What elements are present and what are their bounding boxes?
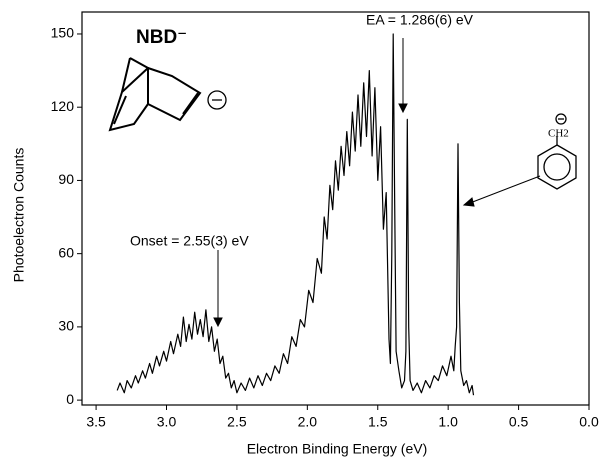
y-tick-label: 90 (58, 171, 74, 187)
annotation: Onset = 2.55(3) eV (130, 233, 249, 249)
x-tick-label: 3.5 (86, 414, 106, 430)
annotation: EA = 1.286(6) eV (366, 12, 474, 28)
spectrum-line (116, 33, 475, 396)
annotation: NBD⁻ (136, 27, 187, 48)
annotation: CH2 (548, 128, 569, 140)
arrows (213, 38, 541, 328)
x-tick-label: 0.5 (509, 414, 529, 430)
x-tick-label: 3.0 (157, 414, 177, 430)
x-tick-label: 2.5 (227, 414, 247, 430)
benzyl-structure (537, 113, 577, 190)
y-axis-label: Photoelectron Counts (11, 148, 27, 283)
x-tick-label: 1.0 (438, 414, 458, 430)
nbd-structure (108, 57, 227, 132)
x-axis-label: Electron Binding Energy (eV) (247, 441, 428, 457)
x-tick-label: 1.5 (368, 414, 388, 430)
x-tick-label: 2.0 (298, 414, 318, 430)
y-tick-label: 120 (51, 98, 75, 114)
plot-frame (81, 11, 590, 406)
y-tick-label: 60 (58, 244, 74, 260)
y-tick-label: 150 (51, 25, 75, 41)
y-tick-label: 0 (66, 391, 74, 407)
y-tick-label: 30 (58, 318, 74, 334)
x-tick-label: 0.0 (579, 414, 599, 430)
